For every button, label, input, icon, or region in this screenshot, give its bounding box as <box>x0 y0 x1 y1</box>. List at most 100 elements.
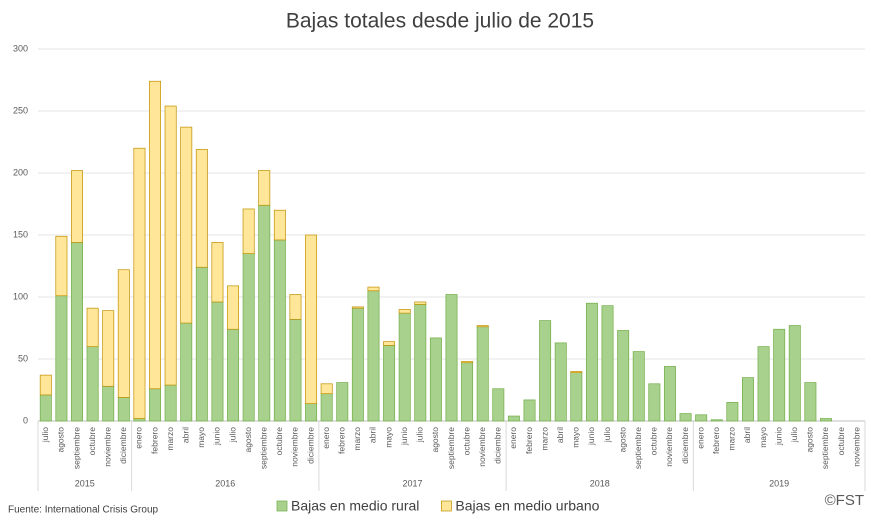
x-tick-label: diciembre <box>118 427 128 464</box>
bar-segment <box>273 239 286 422</box>
x-tick-label: febrero <box>711 427 721 454</box>
x-tick-label: mayo <box>758 427 768 448</box>
x-tick-label: octubre <box>274 427 284 456</box>
bar-segment <box>476 326 489 422</box>
bar-segment <box>570 372 583 422</box>
x-tick-label: abril <box>368 427 378 443</box>
x-tick-label: mayo <box>196 427 206 448</box>
bar-segment <box>383 345 396 422</box>
bar-segment <box>117 269 130 398</box>
bar-segment <box>398 309 411 314</box>
bar-segment <box>258 170 271 206</box>
bar-segment <box>351 306 364 309</box>
x-tick-label: marzo <box>352 427 362 451</box>
bar-segment <box>227 328 240 422</box>
bar-segment <box>523 399 536 422</box>
x-tick-label: noviembre <box>477 427 487 467</box>
legend-label: Bajas en medio urbano <box>455 498 599 514</box>
bar-segment <box>570 371 583 373</box>
bar-segment <box>461 362 474 422</box>
x-tick-label: diciembre <box>493 427 503 464</box>
bar-segment <box>273 209 286 241</box>
bar-segment <box>601 305 614 422</box>
y-tick-label: 200 <box>13 167 28 177</box>
x-tick-label: febrero <box>337 427 347 454</box>
bar-segment <box>117 397 130 422</box>
bar-segment <box>55 295 68 422</box>
x-tick-label: septiembre <box>71 427 81 469</box>
x-tick-label: julio <box>789 427 799 443</box>
bar-segment <box>305 234 318 404</box>
bar-segment <box>820 418 832 422</box>
bar-segment <box>429 337 442 422</box>
group-label: 2016 <box>215 478 235 488</box>
bar-segment <box>726 402 739 422</box>
x-tick-label: junio <box>586 427 596 446</box>
x-tick-label: febrero <box>524 427 534 454</box>
x-tick-label: enero <box>508 427 518 449</box>
bar-segment <box>617 330 630 422</box>
bar-segment <box>305 403 318 422</box>
bar-segment <box>757 346 770 422</box>
x-tick-label: octubre <box>461 427 471 456</box>
bar-segment <box>476 325 489 328</box>
x-tick-label: agosto <box>617 427 627 453</box>
x-tick-label: agosto <box>56 427 66 453</box>
bar-segment <box>258 204 271 422</box>
x-tick-label: junio <box>399 427 409 446</box>
x-tick-label: julio <box>602 427 612 443</box>
x-tick-label: abril <box>742 427 752 443</box>
x-tick-label: abril <box>555 427 565 443</box>
bar-segment <box>180 126 193 324</box>
bar-segment <box>367 286 380 292</box>
x-tick-label: septiembre <box>446 427 456 469</box>
x-tick-label: noviembre <box>102 427 112 467</box>
x-tick-label: febrero <box>149 427 159 454</box>
bar-segment <box>289 294 302 320</box>
x-tick-label: octubre <box>87 427 97 456</box>
bar-segment <box>414 304 427 422</box>
bar-segment <box>585 302 598 422</box>
x-tick-label: octubre <box>649 427 659 456</box>
source: Fuente: International Crisis Group <box>8 505 159 516</box>
bar-segment <box>71 170 83 243</box>
bar-segment <box>804 382 817 422</box>
bar-segment <box>86 346 99 422</box>
y-tick-label: 0 <box>23 415 28 425</box>
bar-segment <box>242 208 255 254</box>
x-tick-label: septiembre <box>633 427 643 469</box>
bar-segment <box>180 322 193 422</box>
group-label: 2018 <box>590 478 610 488</box>
y-tick-label: 150 <box>13 229 28 239</box>
bar-segment <box>554 342 567 422</box>
bar-segment <box>195 266 208 422</box>
bar-segment <box>164 105 177 386</box>
x-tick-label: julio <box>415 427 425 443</box>
x-tick-label: enero <box>321 427 331 449</box>
x-tick-label: noviembre <box>290 427 300 467</box>
bar-segment <box>211 242 224 303</box>
bar-segment <box>320 393 333 422</box>
bar-segment <box>102 385 115 422</box>
y-tick-label: 250 <box>13 105 28 115</box>
bar-segment <box>133 418 146 422</box>
chart-title: Bajas totales desde julio de 2015 <box>286 10 594 33</box>
bar-segment <box>55 235 68 297</box>
x-tick-label: junio <box>212 427 222 446</box>
x-tick-label: agosto <box>805 427 815 453</box>
bar-segment <box>632 351 645 422</box>
y-tick-label: 50 <box>18 353 28 363</box>
x-tick-label: junio <box>773 427 783 446</box>
bar-segment <box>133 147 146 419</box>
bar-segment <box>788 325 801 422</box>
bar-segment <box>351 307 364 422</box>
bar-segment <box>242 253 255 422</box>
bar-segment <box>414 301 427 305</box>
y-tick-label: 300 <box>13 43 28 53</box>
bar-segment <box>648 383 661 422</box>
x-tick-label: marzo <box>539 427 549 451</box>
bar-segment <box>86 307 99 347</box>
bar-segment <box>336 382 349 422</box>
bar-segment <box>71 242 83 422</box>
